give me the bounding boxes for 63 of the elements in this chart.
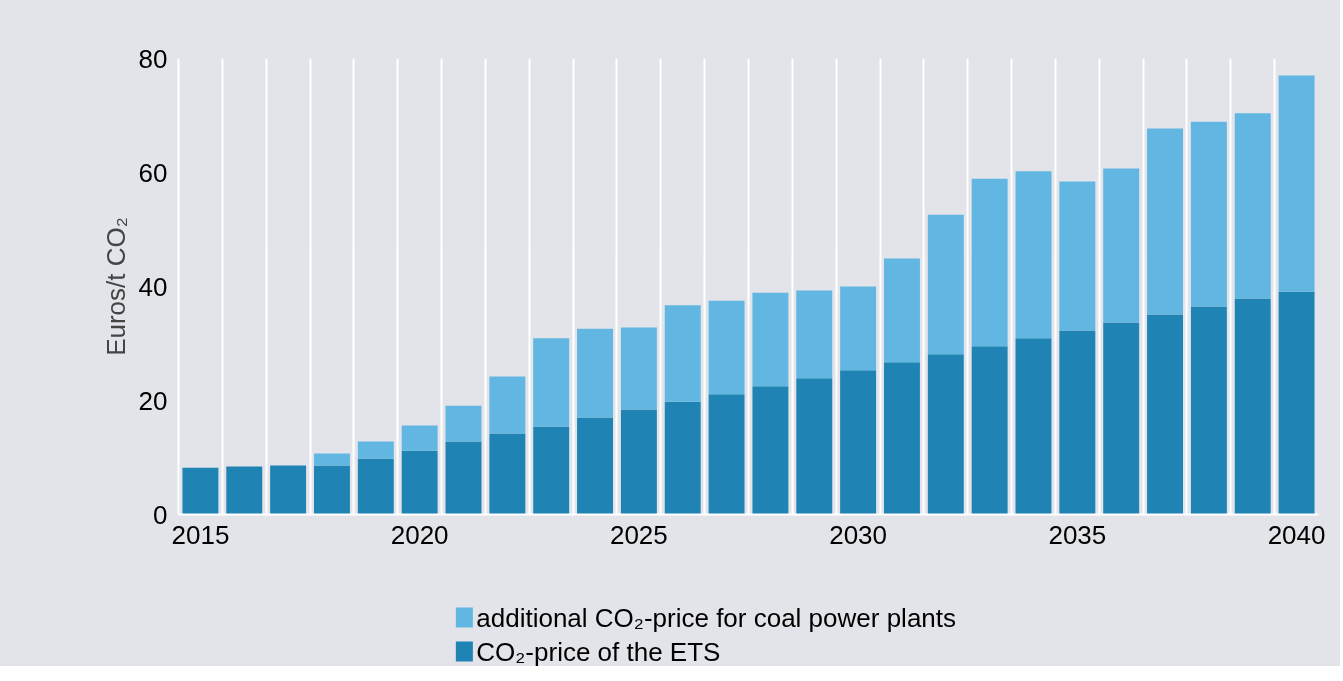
bar: [313, 453, 350, 466]
bar: [1059, 330, 1096, 515]
bar: [357, 441, 394, 459]
x-tick-label: 2030: [829, 519, 888, 550]
bar: [1103, 168, 1140, 323]
legend-label: CO₂-price of the ETS: [476, 636, 721, 667]
legend-label: additional CO₂-price for coal power plants: [476, 602, 957, 633]
bar: [533, 426, 570, 515]
bar: [1103, 322, 1140, 515]
bar: [401, 425, 438, 451]
bar: [840, 370, 877, 515]
y-tick-label: 40: [138, 271, 168, 302]
bar: [489, 433, 526, 515]
bar: [927, 354, 964, 515]
bar: [1059, 181, 1096, 331]
bar: [1015, 338, 1052, 515]
bar: [401, 450, 438, 515]
bar: [1278, 291, 1315, 515]
bar: [182, 467, 219, 515]
bar: [357, 458, 394, 515]
bar: [1190, 121, 1227, 307]
y-tick-label: 20: [138, 385, 168, 416]
bar: [708, 300, 745, 395]
y-axis-title: Euros/t CO₂: [100, 217, 131, 356]
bar: [489, 376, 526, 434]
bar: [796, 290, 833, 379]
bar: [620, 409, 657, 515]
bar: [971, 178, 1008, 347]
bar: [752, 386, 789, 515]
bar: [708, 394, 745, 515]
x-tick-label: 2035: [1048, 519, 1107, 550]
x-tick-label: 2015: [171, 519, 230, 550]
y-tick-label: 0: [153, 499, 168, 530]
bar: [883, 362, 920, 515]
bar: [883, 258, 920, 363]
y-tick-label: 80: [138, 43, 168, 74]
x-tick-label: 2040: [1267, 519, 1326, 550]
bar: [796, 378, 833, 515]
bar: [533, 338, 570, 427]
bar: [752, 292, 789, 387]
bar: [577, 417, 614, 515]
bar: [1278, 75, 1315, 292]
bar: [1190, 306, 1227, 515]
x-tick-label: 2025: [609, 519, 668, 550]
bar: [664, 401, 701, 515]
x-tick-label: 2020: [390, 519, 449, 550]
bar: [577, 328, 614, 418]
bar: [971, 346, 1008, 515]
bar: [226, 466, 263, 515]
bar: [313, 465, 350, 515]
bar: [927, 214, 964, 355]
bar: [1147, 314, 1184, 515]
bar: [445, 441, 482, 515]
bar: [270, 465, 307, 515]
bar: [1147, 128, 1184, 315]
y-tick-label: 60: [138, 157, 168, 188]
bar: [840, 286, 877, 371]
bar: [620, 327, 657, 410]
bar: [1015, 171, 1052, 339]
bar: [445, 405, 482, 442]
bar: [1234, 113, 1271, 299]
bar: [664, 305, 701, 402]
bar: [1234, 298, 1271, 515]
